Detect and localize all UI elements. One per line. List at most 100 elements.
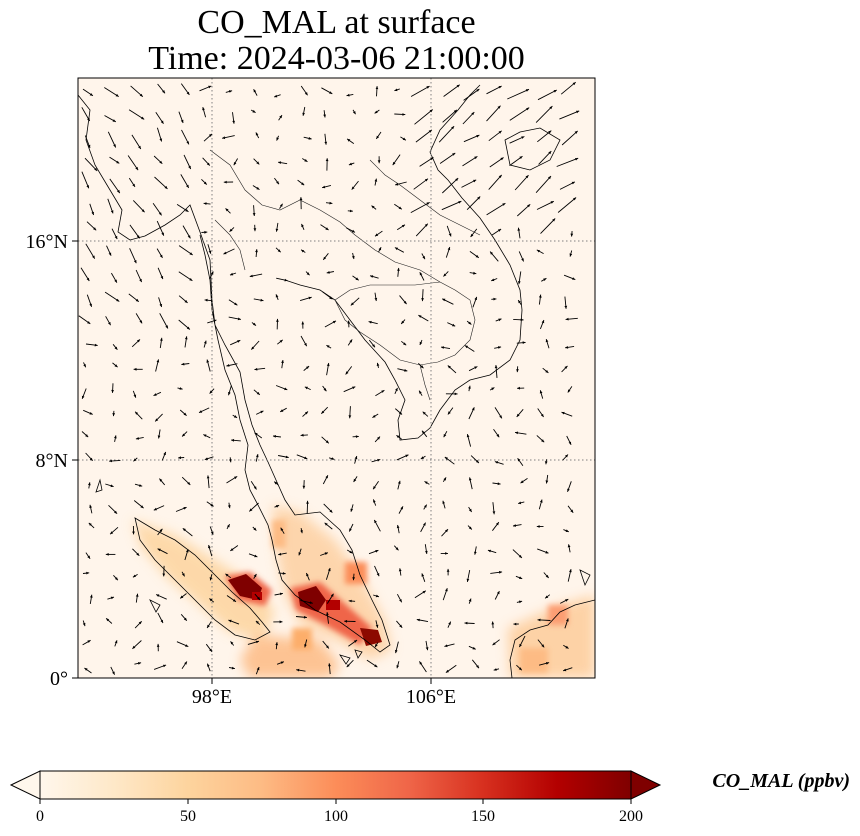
wind-arrow-shaft bbox=[561, 130, 579, 146]
wind-arrow-head bbox=[153, 507, 157, 511]
wind-arrow-head bbox=[497, 105, 501, 109]
wind-arrow-head bbox=[348, 599, 352, 603]
wind-arrow-head bbox=[322, 185, 326, 189]
wind-arrow-head bbox=[231, 666, 235, 670]
wind-arrow-head bbox=[497, 229, 502, 232]
wind-arrow-head bbox=[304, 644, 307, 648]
wind-arrow-head bbox=[517, 281, 521, 285]
wind-arrow-head bbox=[419, 661, 423, 665]
wind-arrow-head bbox=[494, 365, 498, 369]
wind-arrow-head bbox=[138, 662, 142, 665]
wind-arrow-head bbox=[86, 571, 90, 575]
lon-tick-label: 98°E bbox=[192, 686, 232, 708]
wind-arrow-head bbox=[209, 390, 213, 394]
wind-arrow-head bbox=[296, 668, 300, 672]
wind-arrow-head bbox=[179, 387, 183, 390]
wind-arrow-head bbox=[327, 568, 331, 572]
wind-arrow-head bbox=[110, 484, 114, 488]
wind-arrow-head bbox=[376, 362, 380, 366]
wind-arrow-head bbox=[497, 482, 501, 486]
wind-arrow-head bbox=[564, 365, 568, 369]
wind-arrow-head bbox=[133, 458, 137, 462]
wind-arrow-head bbox=[548, 151, 552, 155]
wind-arrow-head bbox=[114, 346, 118, 350]
wind-arrow-head bbox=[328, 663, 331, 667]
wind-arrow-head bbox=[553, 90, 557, 93]
wind-arrow-head bbox=[475, 460, 479, 463]
wind-arrow-head bbox=[208, 250, 212, 254]
wind-arrow-head bbox=[253, 527, 257, 531]
wind-arrow-head bbox=[86, 185, 89, 189]
wind-arrow-head bbox=[206, 475, 210, 479]
wind-arrow-shaft bbox=[414, 109, 433, 125]
wind-arrow-head bbox=[306, 366, 310, 369]
wind-arrow-head bbox=[158, 212, 162, 216]
wind-arrow-head bbox=[502, 203, 506, 206]
wind-arrow-shaft bbox=[540, 218, 556, 234]
wind-arrow-head bbox=[520, 318, 524, 322]
wind-arrow-head bbox=[183, 617, 187, 621]
wind-arrow-head bbox=[375, 624, 379, 628]
wind-arrow-head bbox=[527, 204, 531, 208]
wind-arrow-head bbox=[353, 640, 358, 643]
wind-arrow-head bbox=[160, 619, 163, 623]
wind-arrow-head bbox=[541, 644, 545, 648]
wind-arrow-head bbox=[564, 305, 568, 309]
wind-arrow-head bbox=[398, 206, 402, 210]
wind-arrow-head bbox=[350, 302, 354, 306]
wind-arrow-head bbox=[540, 413, 544, 417]
wind-arrow-head bbox=[468, 508, 472, 512]
wind-arrow-head bbox=[276, 318, 279, 322]
wind-arrow-head bbox=[354, 456, 358, 460]
wind-arrow-head bbox=[468, 321, 472, 325]
wind-arrow-head bbox=[422, 411, 426, 415]
wind-arrow-head bbox=[223, 251, 227, 255]
wind-arrow-head bbox=[425, 647, 429, 651]
wind-arrow-head bbox=[203, 434, 207, 437]
wind-arrow-head bbox=[348, 162, 353, 166]
wind-arrow-head bbox=[472, 646, 476, 650]
wind-arrow-head bbox=[161, 232, 164, 236]
wind-arrow-head bbox=[234, 302, 238, 306]
wind-arrow-head bbox=[299, 197, 303, 200]
wind-arrow-head bbox=[303, 615, 307, 619]
colorbar-gradient bbox=[39, 770, 632, 800]
wind-arrow-head bbox=[521, 258, 524, 262]
wind-arrow-head bbox=[139, 278, 142, 283]
wind-arrow-head bbox=[162, 573, 166, 577]
wind-arrow-head bbox=[210, 503, 214, 507]
lat-tick-label: 8°N bbox=[36, 450, 68, 472]
wind-arrow-head bbox=[112, 413, 116, 417]
wind-arrow-head bbox=[424, 178, 428, 182]
wind-arrow-head bbox=[545, 574, 549, 578]
wind-arrow-shaft bbox=[462, 156, 478, 167]
wind-arrow-head bbox=[443, 273, 447, 277]
wind-arrow-head bbox=[539, 390, 543, 394]
wind-arrow-head bbox=[347, 138, 351, 142]
wind-arrow-head bbox=[571, 181, 575, 185]
wind-arrow-head bbox=[229, 228, 233, 232]
wind-arrow-head bbox=[114, 435, 117, 439]
wind-arrow-head bbox=[228, 90, 233, 93]
wind-arrow-head bbox=[477, 196, 481, 200]
wind-arrow-head bbox=[375, 86, 379, 90]
wind-arrow-head bbox=[321, 410, 325, 414]
wind-arrow-head bbox=[545, 370, 549, 373]
wind-arrow-head bbox=[114, 577, 118, 581]
colorbar-tick-label: 0 bbox=[36, 808, 44, 825]
wind-arrow-head bbox=[572, 277, 576, 280]
wind-arrow-head bbox=[279, 115, 282, 119]
wind-arrow-head bbox=[87, 555, 91, 559]
wind-arrow-head bbox=[496, 434, 500, 438]
map-frame bbox=[77, 77, 596, 679]
wind-arrow-head bbox=[185, 549, 189, 553]
wind-arrow-head bbox=[494, 461, 499, 464]
wind-arrow-head bbox=[518, 554, 522, 558]
wind-arrow-head bbox=[209, 648, 212, 652]
wind-arrow-head bbox=[543, 278, 547, 281]
wind-arrow-head bbox=[302, 112, 305, 116]
wind-arrow-head bbox=[421, 298, 424, 302]
wind-arrow-head bbox=[474, 156, 478, 160]
wind-arrow-head bbox=[346, 664, 350, 668]
wind-arrow-head bbox=[256, 667, 260, 671]
